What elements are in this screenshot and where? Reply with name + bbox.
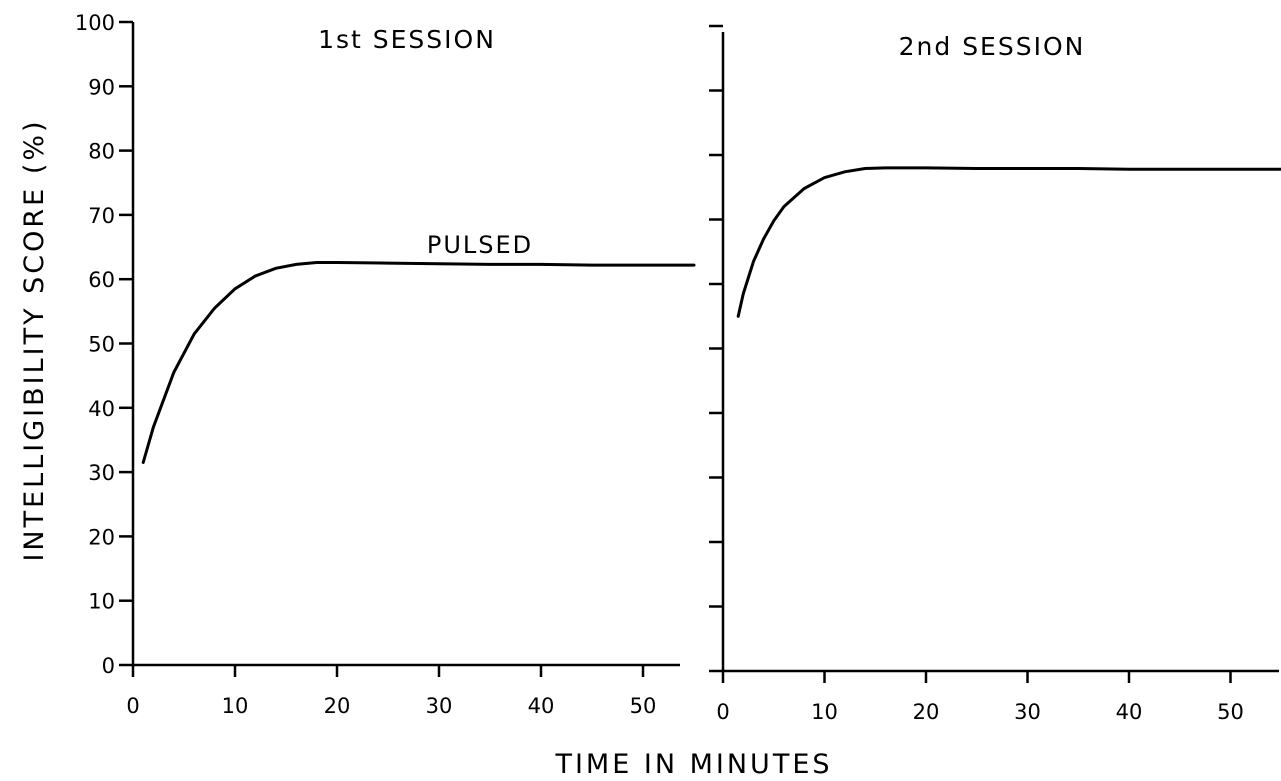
panel-title: 2nd SESSION [899, 32, 1086, 61]
y-tick-label: 0 [102, 654, 115, 678]
y-tick-label: 90 [88, 75, 115, 99]
x-tick-label: 40 [528, 694, 555, 718]
panel-1st-session: 0 10 20 30 40 50 60 70 80 90 100 0 10 20 30 40 50 1st SES… [75, 11, 696, 718]
x-tick-label: 20 [324, 694, 351, 718]
x-tick-label: 0 [126, 694, 139, 718]
y-tick-label: 20 [88, 525, 115, 549]
y-tick-label: 60 [88, 268, 115, 292]
y-tick-label: 30 [88, 461, 115, 485]
x-tick-label: 10 [222, 694, 249, 718]
x-tick-label: 20 [913, 700, 940, 724]
x-tick-label: 50 [1217, 700, 1244, 724]
x-tick-label: 40 [1116, 700, 1143, 724]
y-tick-label: 40 [88, 397, 115, 421]
series-line [736, 166, 1281, 318]
y-tick-label: 50 [88, 333, 115, 357]
x-tick-label: 50 [630, 694, 657, 718]
x-tick-label: 30 [426, 694, 453, 718]
y-tick-label: 80 [88, 140, 115, 164]
y-tick-label: 100 [75, 11, 115, 35]
x-tick-label: 10 [811, 700, 838, 724]
x-tick-label: 30 [1014, 700, 1041, 724]
series-label: PULSED [427, 231, 533, 259]
y-axis-label: INTELLIGIBILITY SCORE (%) [19, 118, 50, 561]
x-axis-label: TIME IN MINUTES [554, 749, 832, 780]
series-line [141, 261, 696, 464]
y-tick-label: 70 [88, 204, 115, 228]
panel-2nd-session: 0 10 20 30 40 50 2nd SESSION [709, 24, 1281, 724]
panel-title: 1st SESSION [318, 25, 496, 54]
x-tick-label: 0 [716, 700, 729, 724]
y-tick-label: 10 [88, 590, 115, 614]
